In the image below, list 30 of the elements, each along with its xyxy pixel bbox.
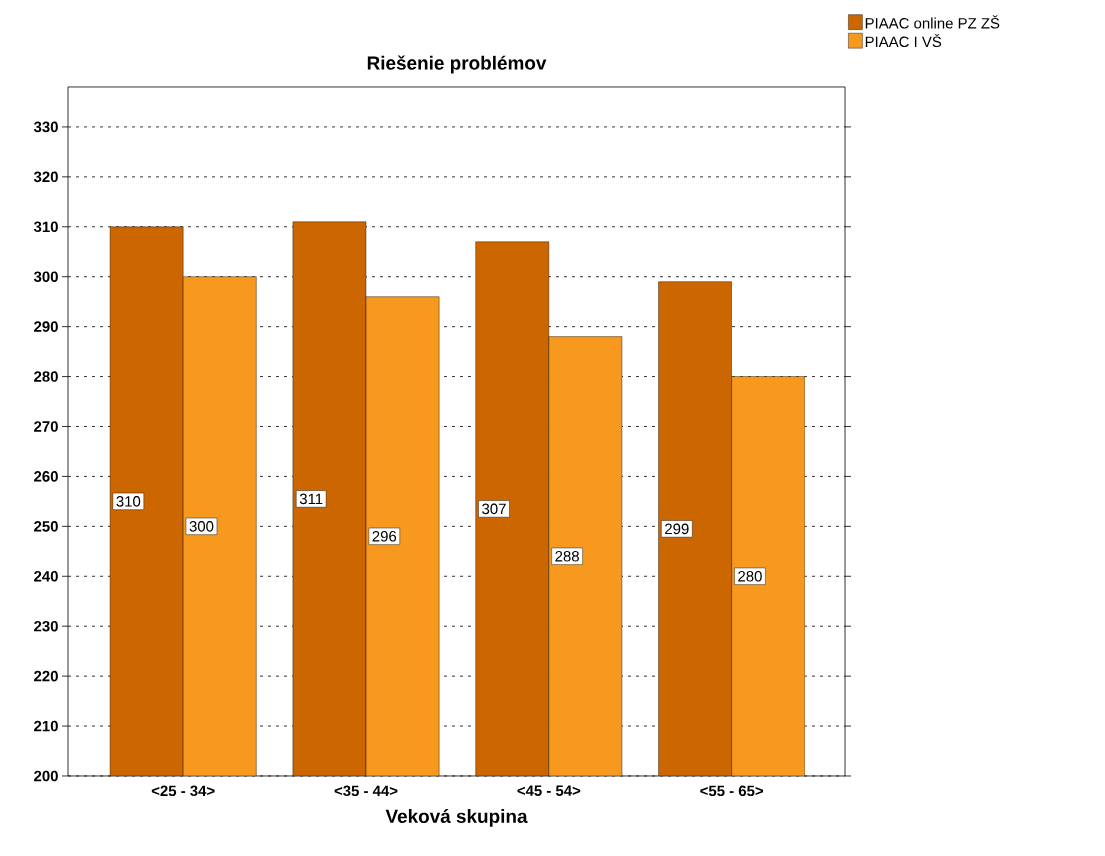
- x-tick-label: <35 - 44>: [334, 785, 398, 797]
- y-tick-label: 270: [34, 421, 58, 432]
- y-tick-label: 260: [34, 471, 58, 482]
- y-tick-label: 240: [34, 570, 58, 582]
- x-tick-label: <55 - 65>: [700, 785, 764, 797]
- y-tick-label: 220: [34, 670, 58, 682]
- data-label: 311: [299, 493, 323, 505]
- x-tick-label: <25 - 34>: [151, 785, 215, 797]
- x-axis-title: Veková skupina: [385, 808, 528, 827]
- y-tick-label: 250: [34, 521, 58, 532]
- data-label: 300: [189, 521, 214, 532]
- y-tick-label: 280: [34, 371, 58, 382]
- y-tick-label: 300: [33, 271, 58, 283]
- data-label: 296: [372, 531, 397, 542]
- y-tick-label: 330: [33, 121, 58, 133]
- y-tick-label: 230: [34, 620, 58, 632]
- data-label: 299: [665, 523, 689, 535]
- y-tick-label: 320: [33, 171, 58, 183]
- y-tick-label: 210: [34, 720, 58, 732]
- legend-label: PIAAC online PZ ZŠ: [865, 15, 1000, 29]
- y-tick-label: 310: [33, 221, 58, 233]
- data-label: 288: [555, 551, 579, 562]
- legend-label: PIAAC I VŠ: [865, 33, 942, 48]
- y-tick-label: 200: [34, 770, 58, 782]
- y-tick-label: 290: [34, 321, 58, 332]
- data-label: 280: [738, 570, 762, 582]
- data-label: 307: [482, 503, 506, 515]
- chart-title: Riešenie problémov: [367, 55, 547, 74]
- x-tick-label: <45 - 54>: [517, 785, 581, 796]
- data-label: 310: [116, 496, 141, 507]
